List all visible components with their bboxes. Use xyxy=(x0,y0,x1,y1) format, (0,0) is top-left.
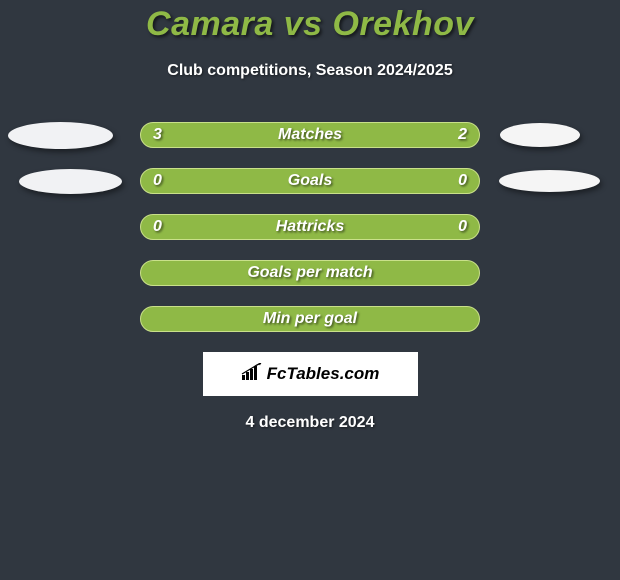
source-logo: FcTables.com xyxy=(203,352,418,396)
subtitle: Club competitions, Season 2024/2025 xyxy=(0,62,620,80)
stat-label: Goals per match xyxy=(247,264,372,282)
stat-row: Goals per match xyxy=(0,260,620,288)
stat-label: Matches xyxy=(278,126,342,144)
stat-row: Min per goal xyxy=(0,306,620,334)
stat-bar: Min per goal xyxy=(140,306,480,332)
stat-label: Goals xyxy=(288,172,332,190)
stat-row: 3 Matches 2 xyxy=(0,122,620,150)
logo-inner: FcTables.com xyxy=(241,363,380,386)
right-value: 0 xyxy=(458,172,467,190)
stat-bar: 0 Hattricks 0 xyxy=(140,214,480,240)
left-ellipse xyxy=(19,169,122,194)
right-ellipse xyxy=(499,170,600,192)
left-ellipse xyxy=(8,122,113,149)
logo-text: FcTables.com xyxy=(267,364,380,384)
right-ellipse xyxy=(500,123,580,147)
right-value: 2 xyxy=(458,126,467,144)
page-title: Camara vs Orekhov xyxy=(0,5,620,44)
stat-bar: 3 Matches 2 xyxy=(140,122,480,148)
stat-bar: Goals per match xyxy=(140,260,480,286)
stat-row: 0 Hattricks 0 xyxy=(0,214,620,242)
stat-rows: 3 Matches 2 0 Goals 0 0 Hattricks 0 xyxy=(0,122,620,334)
left-value: 0 xyxy=(153,218,162,236)
stat-bar: 0 Goals 0 xyxy=(140,168,480,194)
stat-label: Hattricks xyxy=(276,218,344,236)
stat-row: 0 Goals 0 xyxy=(0,168,620,196)
stat-label: Min per goal xyxy=(263,310,357,328)
date-label: 4 december 2024 xyxy=(0,414,620,432)
left-value: 3 xyxy=(153,126,162,144)
bar-chart-icon xyxy=(241,363,263,386)
left-value: 0 xyxy=(153,172,162,190)
right-value: 0 xyxy=(458,218,467,236)
comparison-card: Camara vs Orekhov Club competitions, Sea… xyxy=(0,0,620,432)
